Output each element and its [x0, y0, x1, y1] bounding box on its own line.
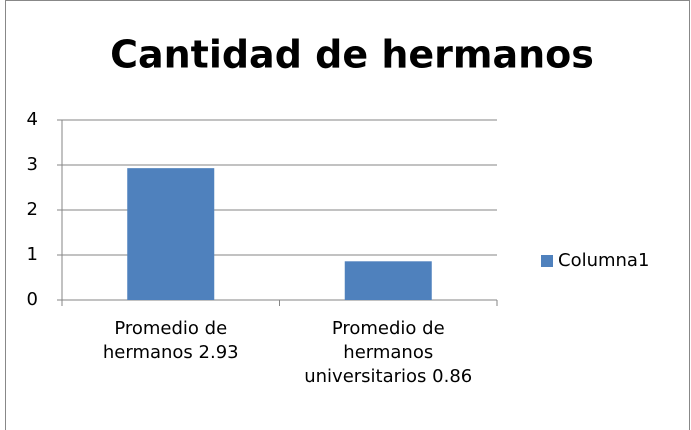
x-tick-label: Promedio de hermanos 2.93: [102, 318, 239, 363]
y-tick-label: 1: [27, 244, 38, 265]
chart-title: Cantidad de hermanos: [110, 33, 594, 77]
y-tick-label: 2: [27, 199, 38, 220]
legend-swatch: [541, 255, 553, 267]
x-tick-label: Promedio de hermanos universitarios 0.86: [304, 318, 473, 387]
chart-frame: [5, 0, 690, 430]
bar: [127, 168, 215, 300]
legend-label: Columna1: [558, 250, 649, 271]
bar: [344, 261, 432, 300]
y-tick-label: 4: [27, 109, 38, 130]
y-tick-label: 3: [27, 154, 38, 175]
y-tick-label: 0: [27, 289, 38, 310]
